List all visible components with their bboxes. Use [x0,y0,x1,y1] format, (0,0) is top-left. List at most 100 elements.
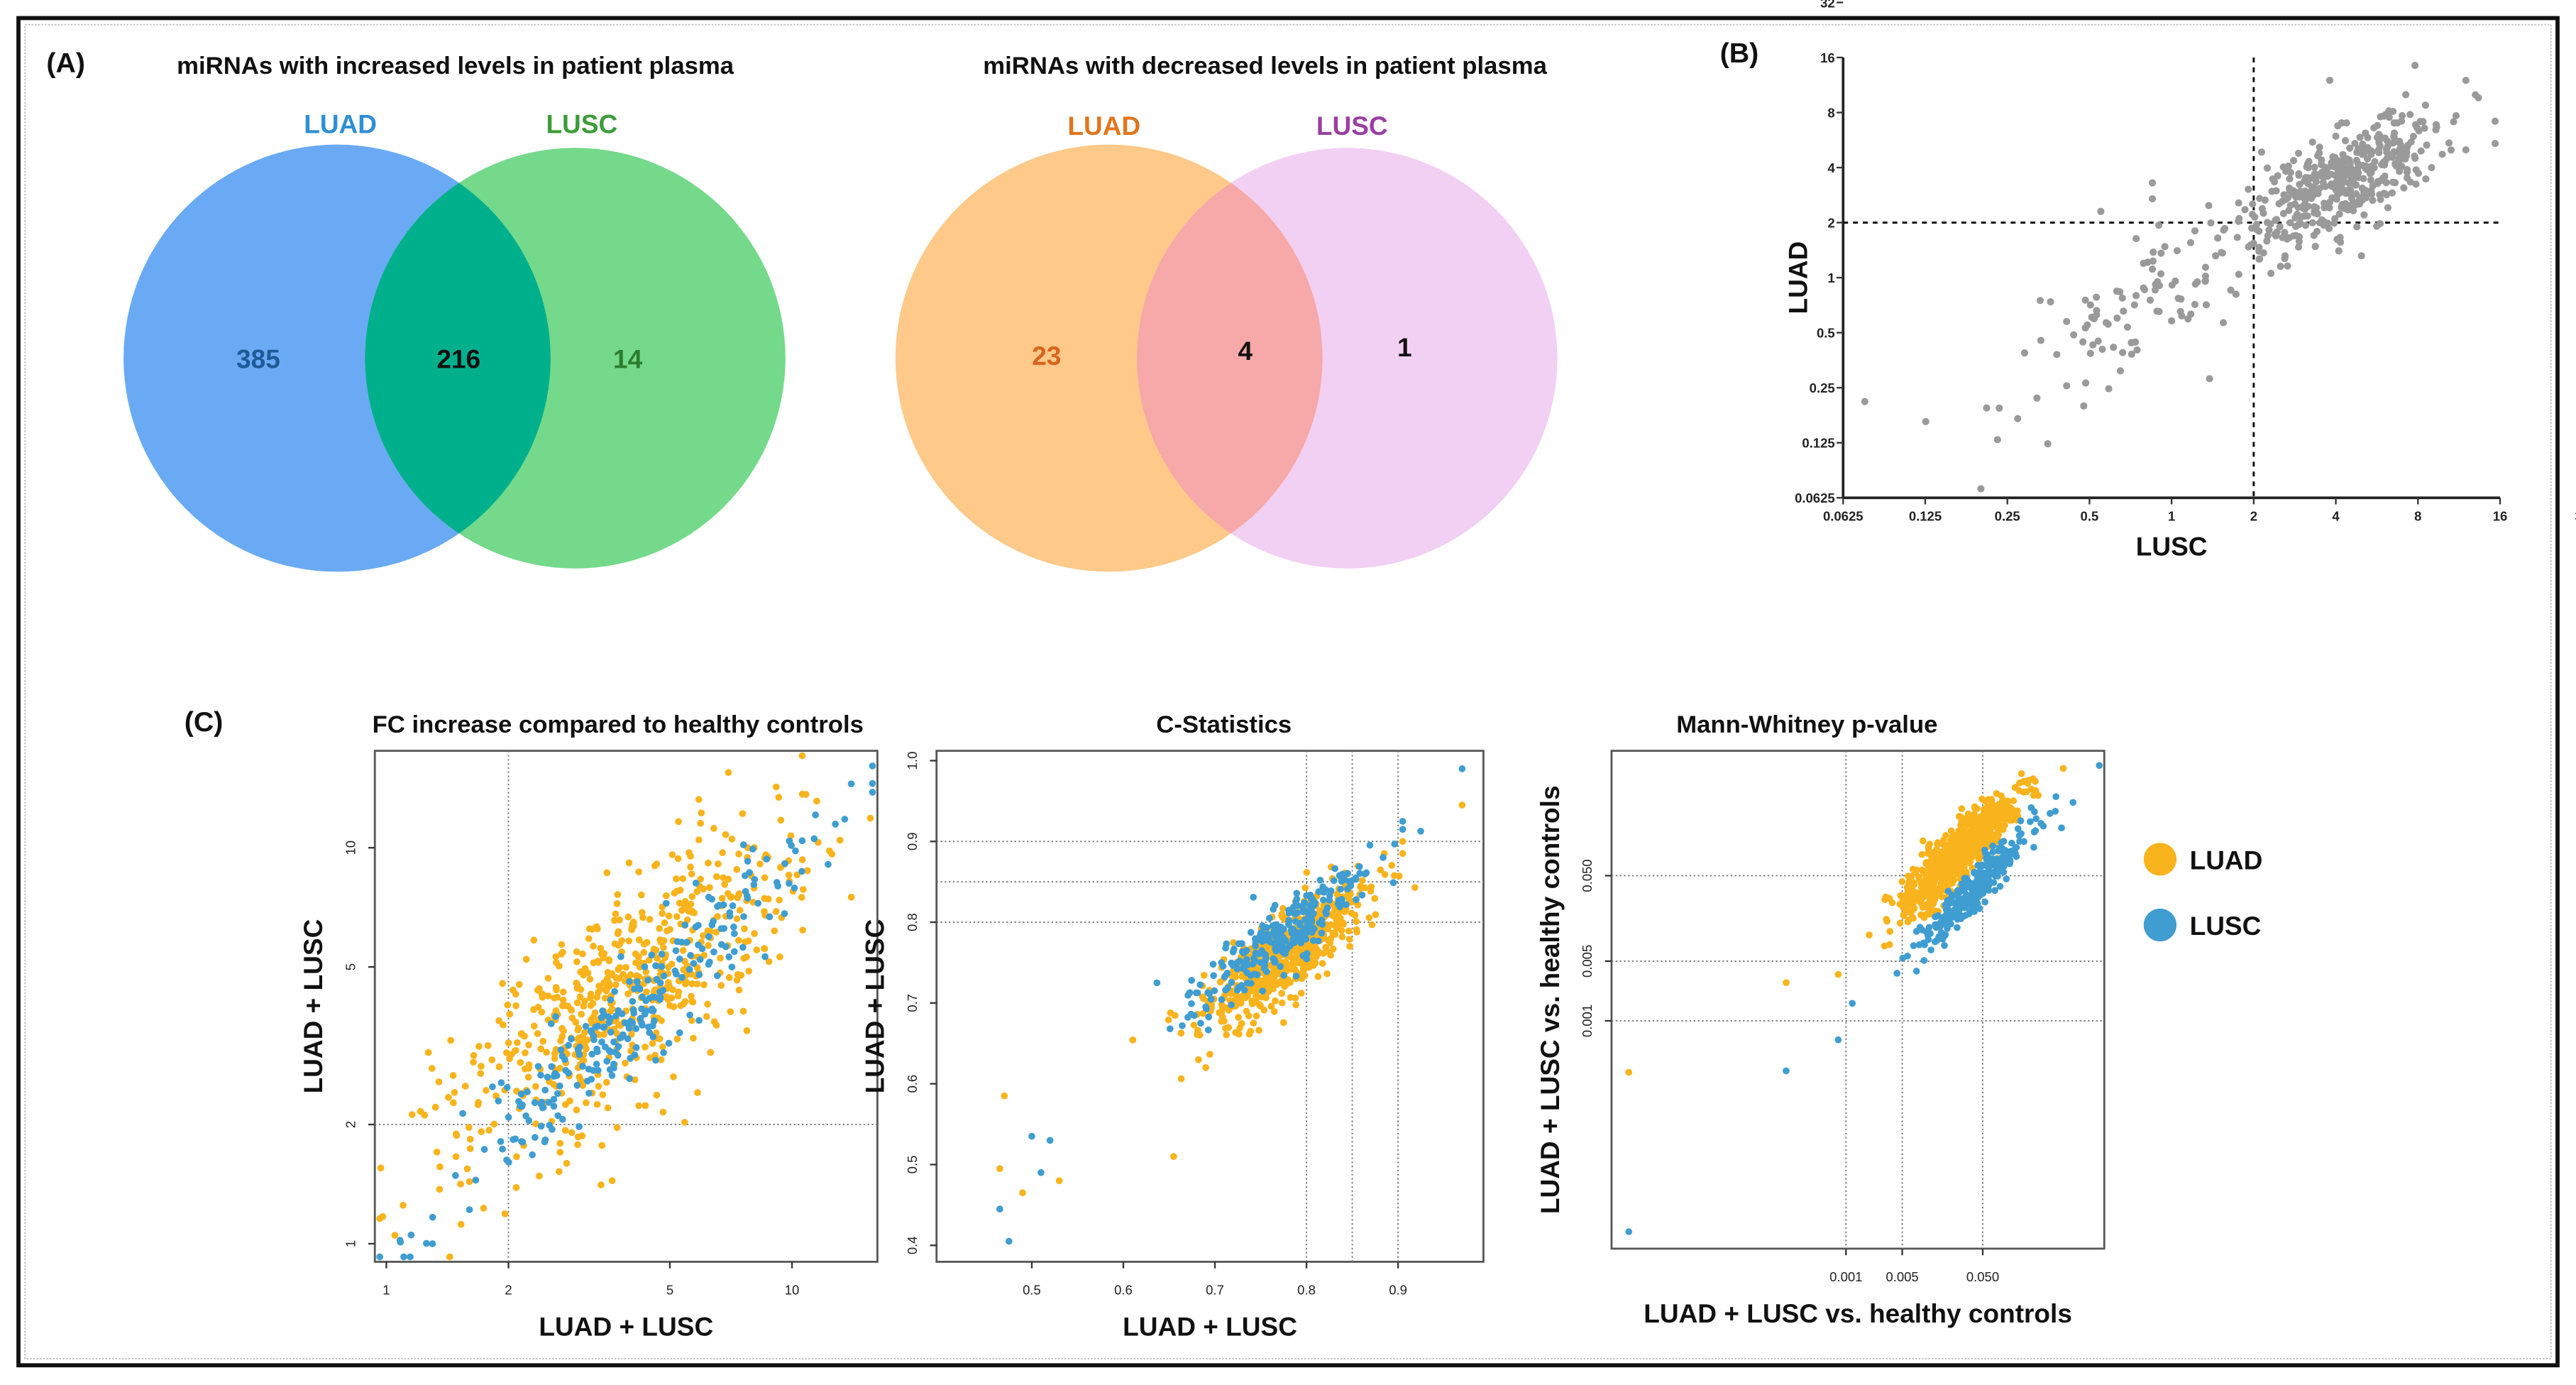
data-point-luad [1963,832,1971,839]
y-tick-label: 0.4 [905,1236,920,1254]
data-point-luad [733,976,741,984]
data-point-luad [772,908,780,915]
data-point-luad [446,1253,453,1261]
data-point-luad [662,892,670,899]
data-point-lusc [541,1086,549,1094]
data-point-mirnas [2267,270,2275,278]
data-point-luad [573,948,580,956]
data-point-lusc [1207,995,1215,1003]
data-point-luad [664,927,671,935]
data-point-lusc [576,1044,583,1051]
data-point-mirnas [2338,161,2345,169]
data-point-lusc [1345,877,1353,885]
data-point-mirnas [2227,286,2235,294]
x-tick-label: 5 [666,1283,673,1298]
data-point-mirnas [2140,285,2149,294]
data-point-lusc [1974,881,1981,889]
data-point-lusc [1299,952,1307,960]
data-point-lusc [730,948,738,956]
data-point-mirnas [2212,252,2220,260]
data-point-luad [733,865,741,873]
data-point-luad [428,1065,436,1072]
data-point-lusc [742,887,749,895]
data-point-luad [488,1056,496,1063]
data-point-lusc [1963,891,1971,899]
data-point-luad [1976,841,1983,849]
data-point-mirnas [2360,211,2368,219]
data-point-lusc [638,1005,645,1013]
data-point-luad [1190,1022,1198,1029]
data-point-lusc [510,1136,517,1144]
data-point-lusc [2003,875,2010,883]
data-point-luad [670,1073,677,1080]
data-point-luad [1264,982,1271,990]
data-point-luad [589,1000,597,1007]
data-point-lusc [710,918,717,925]
data-point-mirnas [2398,111,2406,120]
data-point-mirnas [2173,247,2181,255]
data-point-luad [646,916,654,923]
data-point-lusc [658,951,666,958]
data-point-luad [1333,924,1341,932]
venn2-luad-count: 23 [1032,341,1061,371]
data-point-luad [1970,832,1977,840]
venn2-overlap [1137,148,1323,569]
data-point-lusc [1294,902,1301,909]
data-point-mirnas [2340,155,2348,163]
data-point-luad [421,1111,429,1119]
data-point-lusc [869,779,876,787]
y-tick-label: 0.5 [1817,326,1835,341]
data-point-luad [802,791,810,798]
data-point-luad [512,1046,519,1054]
data-point-lusc [1912,928,1920,935]
data-point-luad [1278,999,1286,1007]
data-point-mirnas [2398,163,2406,170]
data-point-lusc [593,1045,600,1053]
data-point-mirnas [2333,178,2341,186]
venn2-luad-label: LUAD [1067,111,1140,141]
venn2-overlap-count: 4 [1238,336,1253,366]
data-point-mirnas [2191,300,2199,308]
data-point-luad [518,1030,525,1037]
data-point-luad [661,919,668,926]
data-point-luad [736,907,744,914]
data-point-luad [803,867,811,875]
data-point-lusc [751,876,759,883]
data-point-lusc [1323,910,1330,918]
data-point-luad [1177,1029,1185,1037]
data-point-luad [737,971,745,979]
data-point-lusc [525,1117,533,1124]
data-point-luad [695,796,703,804]
venn1-lusc-label: LUSC [546,109,617,138]
data-point-lusc [617,953,624,960]
data-point-luad [693,980,701,987]
data-point-lusc [2030,843,2037,851]
data-point-luad [1958,827,1966,835]
data-point-lusc [1337,885,1344,893]
data-point-lusc [400,1253,407,1261]
data-point-lusc [742,872,749,880]
data-point-mirnas [2368,148,2376,155]
data-point-luad [1225,1024,1233,1031]
data-point-mirnas [2400,184,2408,192]
data-point-luad [728,836,736,843]
data-point-luad [1165,1016,1172,1024]
data-point-luad [573,999,581,1007]
y-tick-label: 0.005 [1580,945,1595,978]
data-point-luad [591,1009,599,1017]
data-point-luad [536,1172,543,1180]
data-point-luad [1270,1008,1278,1015]
data-point-lusc [1316,876,1324,884]
data-point-mirnas [2392,162,2401,170]
data-point-luad [1962,822,1970,829]
data-point-luad [996,1165,1003,1173]
data-point-lusc [2007,848,2015,855]
data-point-luad [457,1181,464,1188]
data-point-lusc [558,1052,566,1060]
data-point-luad [1200,971,1208,979]
data-point-luad [659,1108,667,1116]
y-tick-label: 0.050 [1580,859,1595,892]
data-point-luad [522,956,530,963]
data-point-luad [625,937,633,945]
data-point-mirnas [2428,163,2435,172]
